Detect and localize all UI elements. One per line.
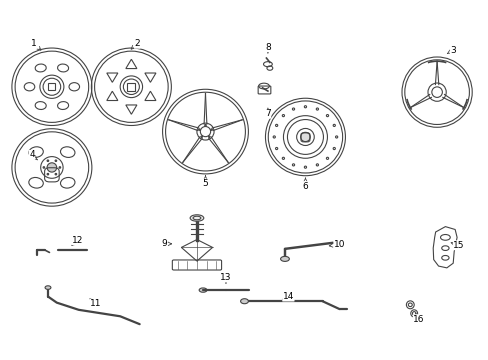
Ellipse shape <box>47 174 49 175</box>
Text: 10: 10 <box>328 240 345 249</box>
Text: 11: 11 <box>90 299 102 308</box>
Ellipse shape <box>55 174 57 175</box>
Ellipse shape <box>43 167 44 168</box>
Text: 6: 6 <box>302 178 308 190</box>
Ellipse shape <box>280 256 289 261</box>
Text: 1: 1 <box>31 39 41 50</box>
Ellipse shape <box>199 288 206 292</box>
Text: 12: 12 <box>72 236 83 246</box>
Text: 5: 5 <box>202 176 208 188</box>
Text: 2: 2 <box>131 39 140 49</box>
Ellipse shape <box>47 163 57 172</box>
Text: 9: 9 <box>162 239 171 248</box>
Text: 14: 14 <box>281 292 293 301</box>
Text: 7: 7 <box>264 108 270 118</box>
Ellipse shape <box>47 160 49 162</box>
Ellipse shape <box>300 132 309 141</box>
Ellipse shape <box>45 286 51 289</box>
Text: 13: 13 <box>220 273 231 283</box>
Ellipse shape <box>190 215 203 221</box>
Text: 3: 3 <box>447 46 455 55</box>
Ellipse shape <box>59 167 61 168</box>
Text: 15: 15 <box>450 241 464 250</box>
Text: 8: 8 <box>264 43 270 53</box>
Ellipse shape <box>240 299 248 304</box>
Ellipse shape <box>55 160 57 162</box>
Text: 4: 4 <box>29 150 37 160</box>
Text: 16: 16 <box>412 314 424 324</box>
